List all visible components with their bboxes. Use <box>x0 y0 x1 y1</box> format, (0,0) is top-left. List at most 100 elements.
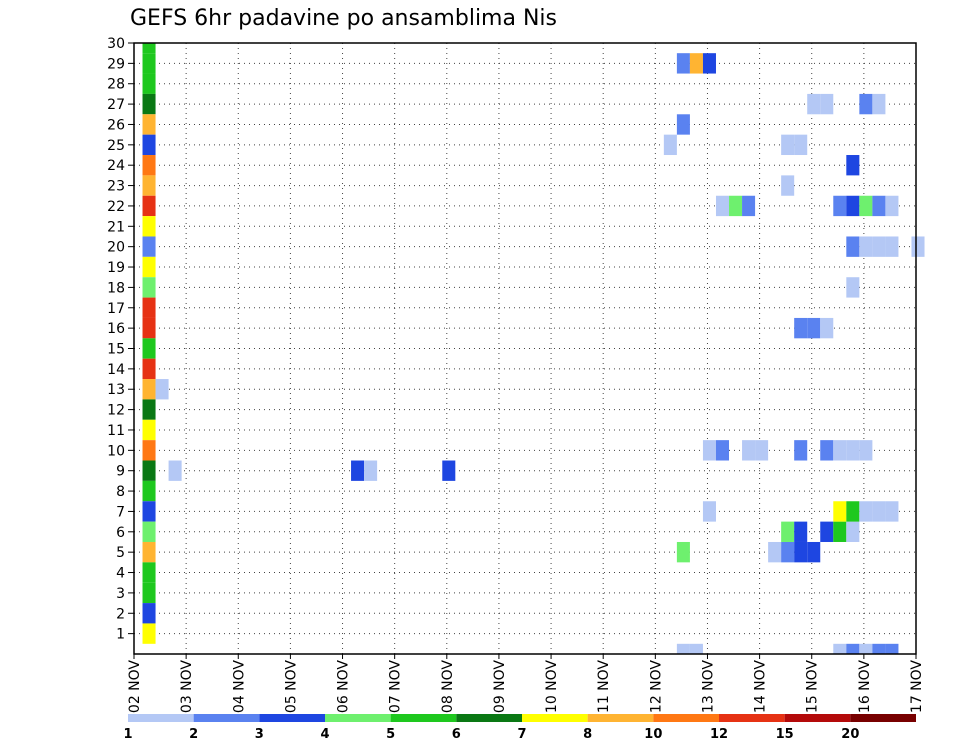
heat-cell <box>715 195 730 217</box>
heat-cell <box>846 155 860 176</box>
heat-cell <box>781 175 795 196</box>
colorbar-swatch <box>784 714 851 722</box>
y-tick-label: 6 <box>116 525 125 541</box>
heat-cell <box>142 582 156 604</box>
heat-cell <box>142 460 156 481</box>
heat-cell <box>351 460 365 481</box>
x-tick-label: 11 NOV <box>596 660 612 714</box>
heat-cell <box>142 440 156 461</box>
heat-cell <box>872 501 886 522</box>
x-tick-label: 16 NOV <box>857 660 873 714</box>
heat-cell <box>872 643 886 654</box>
colorbar-label: 3 <box>255 727 264 742</box>
y-tick-label: 10 <box>107 443 125 459</box>
heat-cell <box>142 399 156 420</box>
heat-cell <box>833 521 847 542</box>
heat-cell <box>676 114 690 135</box>
heat-cell <box>142 379 156 400</box>
heat-cell <box>911 236 925 257</box>
x-tick-label: 13 NOV <box>700 660 716 714</box>
y-tick-label: 21 <box>107 219 125 235</box>
x-tick-label: 10 NOV <box>544 660 560 714</box>
heat-cell <box>820 317 834 339</box>
heat-cell <box>142 480 156 502</box>
y-tick-label: 25 <box>107 138 125 154</box>
y-tick-label: 28 <box>107 77 125 93</box>
heat-cell <box>885 236 899 257</box>
heat-cell <box>820 93 834 115</box>
heat-cell <box>833 501 847 522</box>
colorbar-swatch <box>390 714 457 722</box>
heat-cell <box>142 216 156 237</box>
heat-cell <box>820 440 834 461</box>
heat-cell <box>885 643 899 654</box>
heat-cell <box>859 93 873 115</box>
heat-cell <box>142 358 156 380</box>
y-tick-label: 2 <box>116 606 125 622</box>
heat-cell <box>142 195 156 217</box>
x-tick-label: 12 NOV <box>648 660 664 714</box>
y-tick-label: 22 <box>107 199 125 215</box>
heat-cell <box>142 236 156 257</box>
heat-cell <box>142 93 156 115</box>
heat-cell <box>833 440 847 461</box>
y-tick-label: 1 <box>116 627 125 643</box>
y-tick-label: 24 <box>107 158 125 174</box>
y-tick-label: 19 <box>107 260 125 276</box>
colorbar-label: 6 <box>452 727 461 742</box>
heat-cell <box>142 419 156 441</box>
heat-cell <box>846 501 860 522</box>
heat-cell <box>142 114 156 135</box>
heat-cell <box>689 53 703 74</box>
heat-cell <box>702 53 716 74</box>
heat-cell <box>859 440 873 461</box>
colorbar-label: 20 <box>841 727 859 742</box>
heat-cell <box>142 43 156 54</box>
heat-cell <box>676 53 690 74</box>
grid-lines <box>134 43 916 654</box>
heat-cell <box>676 643 690 654</box>
heat-cell <box>142 623 156 644</box>
y-tick-label: 20 <box>107 240 125 256</box>
y-tick-label: 3 <box>116 586 125 602</box>
y-tick-label: 8 <box>116 484 125 500</box>
heat-cell <box>742 195 756 217</box>
heat-cell <box>846 236 860 257</box>
heat-cell <box>859 501 873 522</box>
colorbar-label: 2 <box>189 727 198 742</box>
y-tick-label: 27 <box>107 97 125 113</box>
heat-cell <box>742 440 756 461</box>
heat-cell <box>142 175 156 196</box>
heat-cell <box>846 277 860 298</box>
colorbar-swatch <box>719 714 785 722</box>
colorbar-label: 4 <box>320 727 329 742</box>
colorbar-swatch <box>259 714 325 722</box>
heat-cell <box>142 338 156 359</box>
colorbar-swatch <box>522 714 588 722</box>
y-tick-label: 18 <box>107 280 125 296</box>
heat-cell <box>794 317 808 339</box>
heat-cell <box>663 134 677 156</box>
heat-cell <box>859 643 873 654</box>
heat-cell <box>702 501 716 522</box>
y-tick-label: 7 <box>116 504 125 520</box>
heat-cell <box>142 521 156 542</box>
colorbar-swatch <box>193 714 260 722</box>
heat-cell <box>781 134 795 156</box>
y-tick-label: 5 <box>116 545 125 561</box>
heat-cell <box>702 440 716 461</box>
heat-cell <box>833 643 847 654</box>
colorbar-swatch <box>653 714 719 722</box>
heat-cell <box>142 53 156 74</box>
heat-cell <box>807 93 821 115</box>
x-tick-label: 06 NOV <box>336 660 352 714</box>
heat-cell <box>142 603 156 624</box>
heat-cell <box>846 643 860 654</box>
y-tick-label: 4 <box>116 566 125 582</box>
heat-cell <box>142 317 156 339</box>
y-tick-label: 16 <box>107 321 125 337</box>
x-tick-label: 03 NOV <box>179 660 195 714</box>
colorbar-label: 5 <box>386 727 395 742</box>
y-tick-label: 26 <box>107 117 125 133</box>
